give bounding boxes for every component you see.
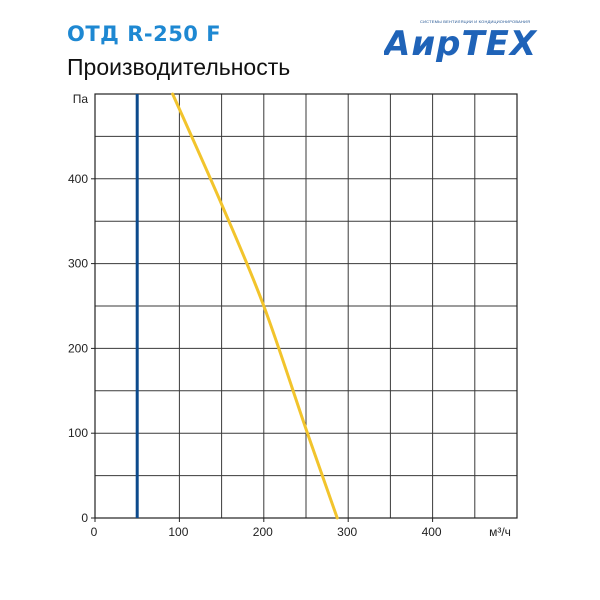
logo-wordmark: АирТЕХ [384, 24, 538, 64]
x-tick-label: 300 [337, 525, 357, 539]
y-tick-label: 200 [68, 341, 88, 355]
y-tick-label: 300 [68, 257, 88, 271]
x-tick-label: 100 [168, 525, 188, 539]
chart-title: ОТД R-250 F [67, 22, 222, 46]
performance-curve [171, 92, 339, 520]
x-tick-label: 400 [422, 525, 442, 539]
x-tick-label: 0 [91, 525, 98, 539]
x-axis-label: м³/ч [489, 525, 511, 539]
y-tick-label: 400 [68, 172, 88, 186]
chart-subtitle: Производительность [67, 54, 291, 80]
plot-frame [94, 93, 518, 519]
y-tick-label: 0 [81, 511, 88, 525]
y-tick-label: 100 [68, 426, 88, 440]
logo-tagline: СИСТЕМЫ ВЕНТИЛЯЦИИ И КОНДИЦИОНИРОВАНИЯ [420, 19, 531, 24]
y-axis-label: Па [73, 92, 89, 106]
x-tick-label: 200 [253, 525, 273, 539]
